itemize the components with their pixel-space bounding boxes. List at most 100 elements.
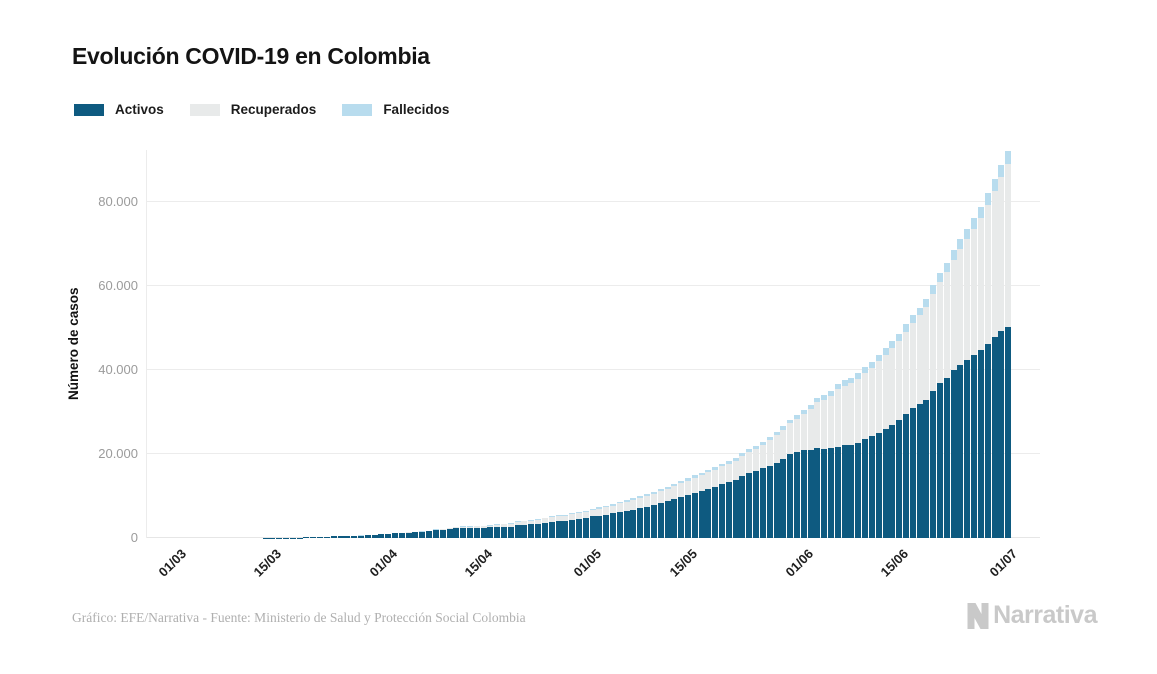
segment-fallecidos [657, 489, 664, 492]
bar-07/04 [426, 150, 433, 538]
bar-17/06 [909, 150, 916, 538]
segment-activos [807, 449, 814, 538]
bar-21/05 [725, 150, 732, 538]
segment-activos [637, 507, 644, 538]
segment-activos [446, 528, 453, 538]
segment-activos [841, 444, 848, 538]
segment-fallecidos [971, 217, 978, 229]
segment-activos [623, 511, 630, 538]
bar-18/06 [916, 150, 923, 538]
segment-fallecidos [923, 298, 930, 307]
bar-14/05 [678, 150, 685, 538]
bar-17/05 [698, 150, 705, 538]
bar-26/05 [759, 150, 766, 538]
segment-activos [705, 488, 712, 538]
segment-fallecidos [875, 354, 882, 362]
bar-09/06 [855, 150, 862, 538]
segment-fallecidos [555, 515, 562, 517]
segment-fallecidos [766, 436, 773, 441]
segment-activos [855, 442, 862, 538]
bar-18/03 [289, 150, 296, 538]
segment-fallecidos [691, 475, 698, 478]
bar-01/05 [589, 150, 596, 538]
segment-recuperados [521, 521, 528, 525]
segment-activos [902, 413, 909, 538]
bar-30/06 [998, 150, 1005, 538]
bar-23/06 [950, 150, 957, 538]
segment-activos [514, 525, 521, 538]
bar-14/06 [889, 150, 896, 538]
segment-recuperados [589, 509, 596, 517]
y-tick-label: 20.000 [98, 446, 138, 462]
bar-16/04 [487, 150, 494, 538]
segment-activos [569, 519, 576, 538]
segment-recuperados [719, 466, 726, 485]
segment-recuperados [909, 323, 916, 409]
bar-23/04 [535, 150, 542, 538]
segment-activos [303, 537, 310, 538]
segment-recuperados [943, 271, 950, 378]
segment-fallecidos [814, 398, 821, 403]
segment-activos [896, 419, 903, 538]
segment-activos [521, 524, 528, 538]
bar-27/04 [562, 150, 569, 538]
bar-31/03 [378, 150, 385, 538]
bar-03/05 [603, 150, 610, 538]
bar-27/03 [351, 150, 358, 538]
segment-activos [814, 448, 821, 538]
segment-fallecidos [548, 516, 555, 518]
segment-recuperados [644, 495, 651, 507]
bar-06/05 [623, 150, 630, 538]
segment-activos [337, 536, 344, 538]
bar-16/05 [691, 150, 698, 538]
segment-recuperados [575, 513, 582, 519]
bar-11/05 [657, 150, 664, 538]
segment-recuperados [766, 440, 773, 466]
recuperados-swatch [189, 103, 220, 116]
segment-activos [398, 533, 405, 538]
segment-fallecidos [732, 457, 739, 461]
segment-fallecidos [684, 478, 691, 481]
segment-fallecidos [575, 512, 582, 514]
segment-activos [657, 503, 664, 538]
segment-fallecidos [868, 361, 875, 368]
segment-activos [868, 436, 875, 538]
segment-recuperados [569, 514, 576, 520]
bar-18/05 [705, 150, 712, 538]
segment-recuperados [800, 414, 807, 450]
segment-recuperados [814, 402, 821, 449]
segment-activos [930, 390, 937, 538]
segment-fallecidos [650, 491, 657, 494]
segment-activos [610, 513, 617, 538]
bar-15/04 [480, 150, 487, 538]
segment-recuperados [453, 527, 460, 528]
segment-activos [439, 529, 446, 538]
bar-28/05 [773, 150, 780, 538]
segment-activos [344, 536, 351, 538]
bar-24/04 [541, 150, 548, 538]
segment-activos [780, 458, 787, 538]
segment-activos [882, 429, 889, 538]
segment-activos [971, 355, 978, 538]
bar-10/03 [235, 150, 241, 538]
bar-06/04 [419, 150, 426, 538]
segment-fallecidos [698, 472, 705, 476]
segment-recuperados [650, 493, 657, 505]
segment-activos [821, 448, 828, 538]
segment-fallecidos [501, 523, 508, 525]
segment-fallecidos [977, 206, 984, 218]
segment-fallecidos [930, 285, 937, 294]
segment-fallecidos [623, 500, 630, 503]
bar-27/06 [977, 150, 984, 538]
bar-20/06 [930, 150, 937, 538]
segment-activos [977, 350, 984, 538]
segment-activos [432, 530, 439, 538]
narrativa-logo-text: Narrativa [993, 601, 1097, 629]
bar-11/03 [242, 150, 249, 538]
segment-recuperados [807, 408, 814, 450]
segment-fallecidos [862, 367, 869, 373]
segment-recuperados [671, 485, 678, 500]
segment-fallecidos [943, 262, 950, 272]
segment-recuperados [841, 385, 848, 445]
